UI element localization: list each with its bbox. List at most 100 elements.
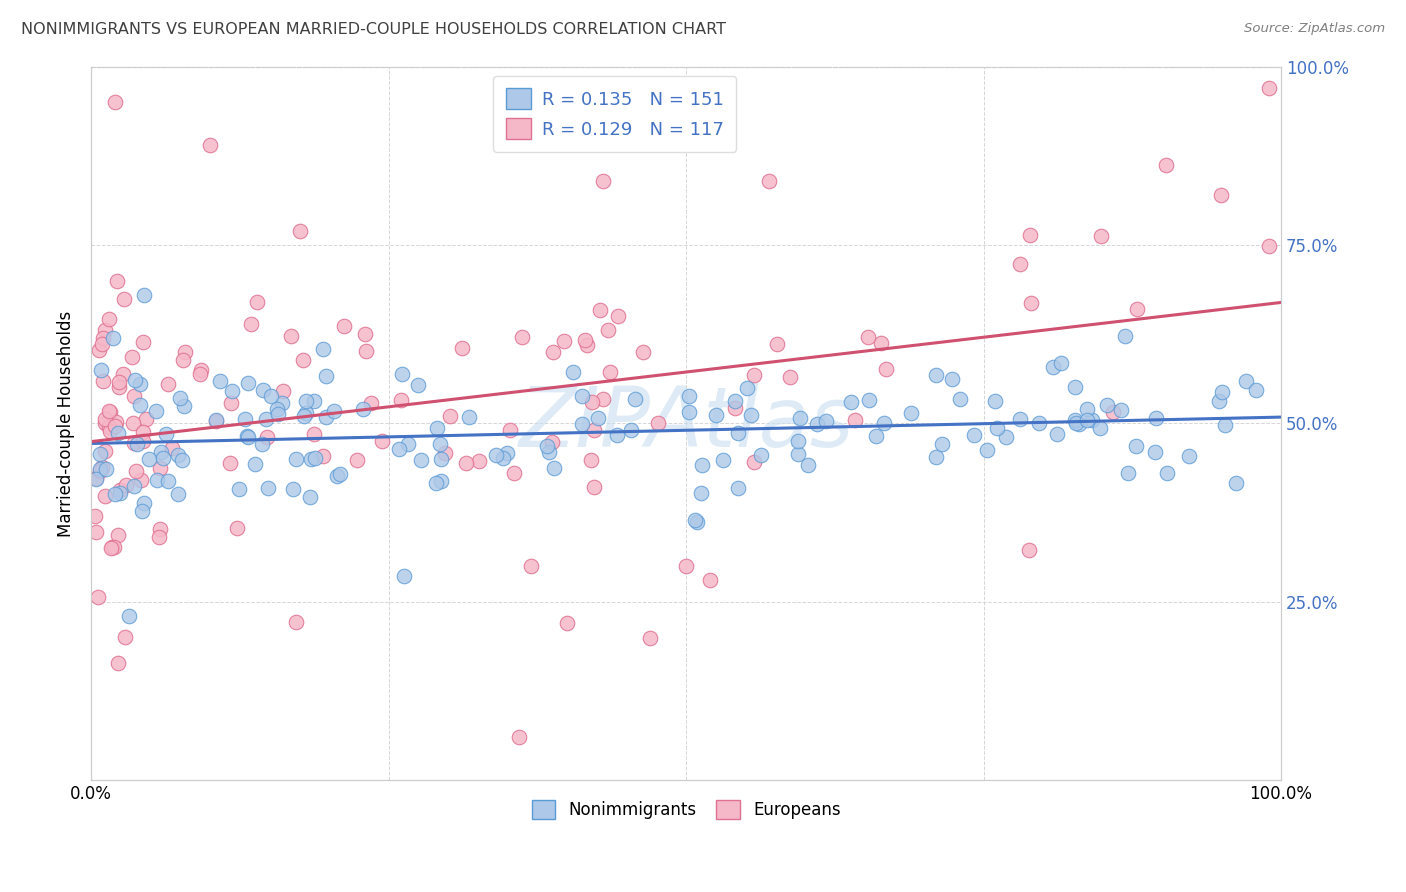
Point xyxy=(538,445,561,459)
Point xyxy=(107,528,129,542)
Point xyxy=(389,393,412,408)
Point xyxy=(844,412,866,426)
Point xyxy=(586,410,609,425)
Point xyxy=(346,452,368,467)
Point xyxy=(149,522,172,536)
Point xyxy=(727,426,749,441)
Point xyxy=(360,396,382,410)
Point xyxy=(589,302,612,317)
Point xyxy=(1080,413,1102,427)
Point xyxy=(84,524,107,539)
Point xyxy=(396,437,419,451)
Point xyxy=(312,342,335,356)
Point xyxy=(285,615,308,629)
Point xyxy=(571,417,593,431)
Point xyxy=(749,448,772,462)
Point xyxy=(766,337,789,351)
Point xyxy=(121,351,143,365)
Point xyxy=(101,540,124,554)
Point xyxy=(433,445,456,459)
Point xyxy=(388,442,411,456)
Point xyxy=(266,401,288,416)
Point xyxy=(149,444,172,458)
Point xyxy=(312,449,335,463)
Point xyxy=(875,362,897,376)
Point xyxy=(607,309,630,323)
Point xyxy=(468,454,491,468)
Point xyxy=(1156,466,1178,480)
Point xyxy=(429,437,451,451)
Point xyxy=(606,427,628,442)
Point xyxy=(89,447,111,461)
Point xyxy=(252,383,274,397)
Point xyxy=(510,329,533,343)
Point xyxy=(429,451,451,466)
Point xyxy=(1144,445,1167,459)
Point xyxy=(91,459,114,474)
Point xyxy=(1018,227,1040,242)
Point xyxy=(152,450,174,465)
Point xyxy=(789,410,811,425)
Point xyxy=(89,343,111,357)
Point xyxy=(124,389,146,403)
Point xyxy=(280,329,302,343)
Point xyxy=(352,401,374,416)
Point xyxy=(976,443,998,458)
Point xyxy=(1021,296,1043,310)
Point xyxy=(238,376,260,391)
Point xyxy=(758,174,780,188)
Point xyxy=(233,412,256,426)
Point xyxy=(485,448,508,462)
Point xyxy=(174,345,197,359)
Point xyxy=(155,426,177,441)
Point xyxy=(496,446,519,460)
Point xyxy=(1008,257,1031,271)
Point xyxy=(108,376,131,390)
Point xyxy=(647,416,669,430)
Point xyxy=(508,731,530,745)
Point xyxy=(690,486,713,500)
Point xyxy=(292,352,315,367)
Point xyxy=(148,530,170,544)
Point xyxy=(298,490,321,504)
Point xyxy=(555,616,578,631)
Point xyxy=(221,384,243,398)
Point xyxy=(1225,475,1247,490)
Point xyxy=(1042,360,1064,375)
Point xyxy=(1144,411,1167,425)
Point xyxy=(145,473,167,487)
Point xyxy=(304,394,326,409)
Point xyxy=(157,474,180,488)
Point xyxy=(686,516,709,530)
Point xyxy=(873,416,896,430)
Point xyxy=(543,461,565,475)
Point xyxy=(84,472,107,486)
Point xyxy=(1211,384,1233,399)
Point xyxy=(439,409,461,423)
Point xyxy=(426,421,449,435)
Point xyxy=(103,541,125,555)
Point xyxy=(270,396,292,410)
Point xyxy=(122,416,145,430)
Point xyxy=(209,374,232,388)
Point xyxy=(112,292,135,306)
Point xyxy=(315,409,337,424)
Point xyxy=(173,399,195,413)
Point xyxy=(91,330,114,344)
Point xyxy=(737,381,759,395)
Point xyxy=(984,394,1007,409)
Point xyxy=(599,365,621,379)
Point xyxy=(94,462,117,476)
Point xyxy=(541,344,564,359)
Point xyxy=(131,504,153,518)
Point xyxy=(371,434,394,448)
Point xyxy=(1208,394,1230,409)
Point xyxy=(87,590,110,604)
Point xyxy=(236,430,259,444)
Point xyxy=(267,407,290,421)
Point xyxy=(949,392,972,406)
Point xyxy=(581,453,603,467)
Point xyxy=(271,384,294,399)
Point xyxy=(1097,398,1119,412)
Point xyxy=(787,434,810,448)
